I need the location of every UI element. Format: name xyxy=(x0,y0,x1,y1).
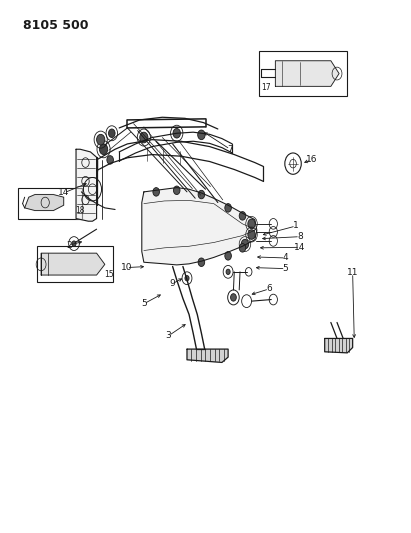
Circle shape xyxy=(153,188,159,196)
Circle shape xyxy=(248,230,255,239)
Circle shape xyxy=(173,186,180,195)
Circle shape xyxy=(109,129,115,138)
Circle shape xyxy=(226,269,230,274)
Circle shape xyxy=(140,132,148,143)
Circle shape xyxy=(173,128,180,138)
Circle shape xyxy=(72,241,76,246)
Text: 17: 17 xyxy=(261,83,270,92)
Polygon shape xyxy=(187,349,228,362)
Text: 8105 500: 8105 500 xyxy=(23,19,88,31)
Text: 15: 15 xyxy=(104,270,113,279)
Circle shape xyxy=(99,144,108,155)
Circle shape xyxy=(239,212,246,220)
Text: 18: 18 xyxy=(75,206,84,215)
Circle shape xyxy=(239,244,246,252)
Bar xyxy=(18,188,82,219)
Text: 1: 1 xyxy=(293,222,299,230)
Circle shape xyxy=(231,294,236,301)
Polygon shape xyxy=(275,61,339,86)
Circle shape xyxy=(241,239,249,249)
Text: 6: 6 xyxy=(266,285,272,293)
Text: 10: 10 xyxy=(121,263,132,272)
Text: 5: 5 xyxy=(283,264,289,273)
Text: 7: 7 xyxy=(227,145,233,154)
Text: 8: 8 xyxy=(297,232,303,241)
Circle shape xyxy=(198,130,205,140)
Text: 4: 4 xyxy=(283,254,289,262)
Polygon shape xyxy=(76,149,97,221)
Polygon shape xyxy=(142,188,257,265)
Text: 5: 5 xyxy=(141,300,147,308)
Text: 9: 9 xyxy=(170,279,175,288)
Circle shape xyxy=(225,252,231,260)
Text: 14: 14 xyxy=(58,189,69,197)
Bar xyxy=(259,51,347,96)
Text: 2: 2 xyxy=(66,241,72,249)
Bar xyxy=(37,246,113,282)
Text: 14: 14 xyxy=(294,243,306,252)
Text: 3: 3 xyxy=(166,332,171,340)
Circle shape xyxy=(248,219,255,229)
Circle shape xyxy=(198,190,205,199)
Text: 16: 16 xyxy=(306,156,317,164)
Circle shape xyxy=(185,276,189,281)
Circle shape xyxy=(107,156,113,164)
Circle shape xyxy=(198,258,205,266)
Circle shape xyxy=(225,204,231,212)
Polygon shape xyxy=(25,195,64,211)
Text: 11: 11 xyxy=(347,269,358,277)
Circle shape xyxy=(97,134,105,145)
Polygon shape xyxy=(325,338,353,353)
Polygon shape xyxy=(41,253,105,275)
